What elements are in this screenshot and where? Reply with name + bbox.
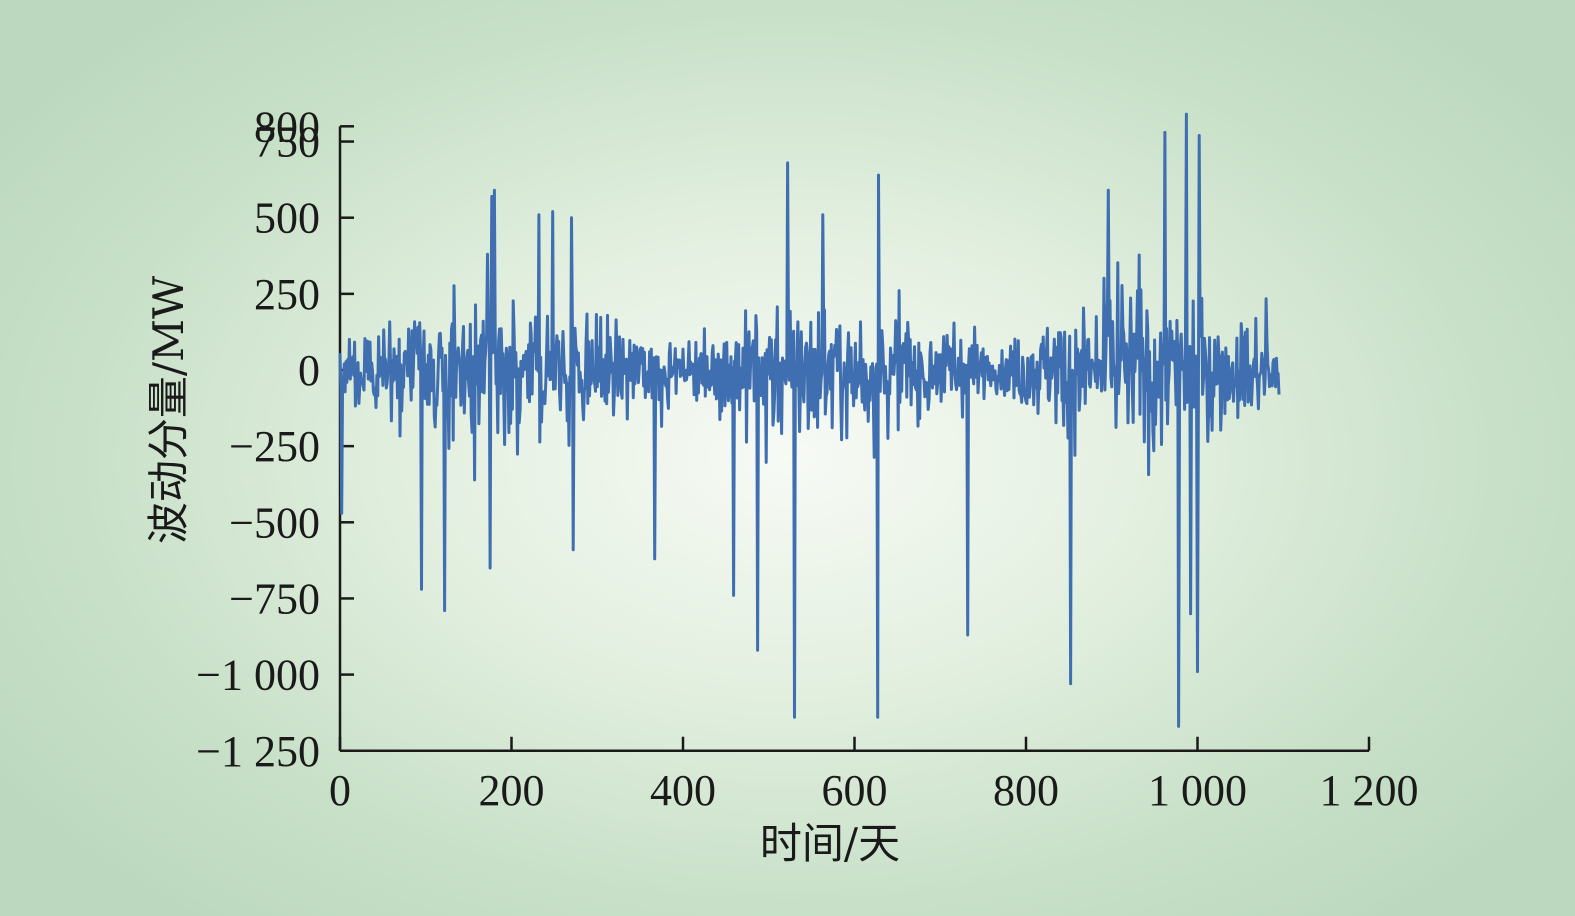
x-tick-label: 1 200 [1320,766,1419,815]
y-tick-label: 500 [254,194,320,243]
series-group [338,112,1281,728]
x-tick-label: 200 [479,766,545,815]
y-tick-label: −1 000 [196,651,320,700]
y-tick-label: −750 [229,574,320,623]
x-tick-label: 400 [650,766,716,815]
x-tick-label: 600 [822,766,888,815]
y-axis-title: 波动分量/MW [144,275,193,544]
x-axis-title: 时间/天 [760,819,900,868]
x-tick-label: 800 [993,766,1059,815]
y-tick-label: 0 [298,346,320,395]
series-line [338,112,1281,728]
y-tick-label: 750 [254,118,320,167]
y-tick-label: 800 [254,102,320,151]
y-tick-label: −1 250 [196,727,320,776]
x-tick-label: 1 000 [1148,766,1247,815]
y-tick-label: 250 [254,270,320,319]
x-tick-label: 0 [329,766,351,815]
y-tick-label: −500 [229,498,320,547]
y-tick-label: −250 [229,422,320,471]
